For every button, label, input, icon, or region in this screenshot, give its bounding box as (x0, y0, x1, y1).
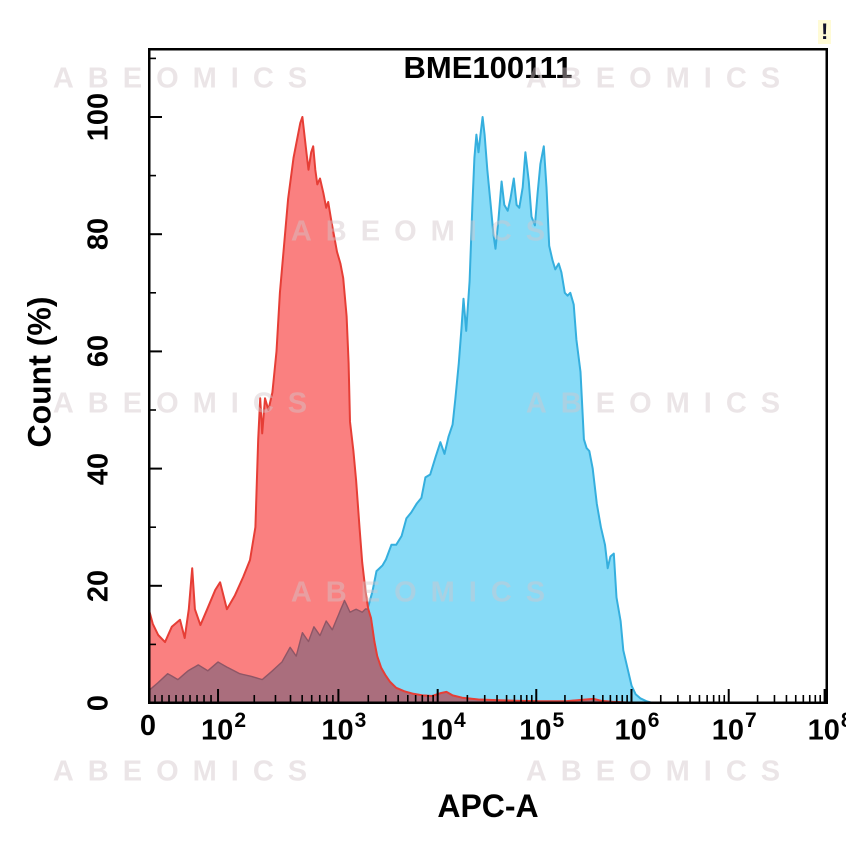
x-tick-label-106: 106 (614, 709, 660, 747)
y-tick-label-40: 40 (82, 452, 115, 485)
x-tick-label-0: 0 (139, 710, 157, 742)
y-tick-label-80: 80 (82, 218, 115, 251)
chart-title: BME100111 (403, 50, 573, 85)
x-tick-label-103: 103 (321, 709, 367, 747)
x-tick-label-108: 108 (807, 710, 846, 747)
y-axis-title: Count (%) (21, 296, 58, 448)
histogram-canvas (147, 48, 828, 704)
watermark-text: ABEOMICS (52, 755, 322, 788)
x-tick-label-104: 104 (420, 709, 466, 747)
y-tick-label-100: 100 (82, 92, 115, 142)
warning-exclamation-icon: ! (818, 19, 832, 45)
blue-histogram-fill (148, 117, 653, 703)
plot-area (147, 48, 828, 704)
x-axis-title: APC-A (437, 788, 539, 824)
overlap-fill (148, 600, 641, 703)
plot-border (148, 48, 828, 704)
x-tick-label-105: 105 (519, 709, 565, 747)
y-tick-label-60: 60 (82, 335, 115, 368)
x-tick-label-102: 102 (201, 709, 247, 747)
watermark-text: ABEOMICS (525, 755, 795, 788)
y-tick-label-0: 0 (82, 694, 115, 712)
y-tick-label-20: 20 (82, 569, 115, 602)
red-histogram-line (147, 116, 641, 704)
red-histogram-fill (148, 117, 641, 703)
x-tick-label-107: 107 (711, 709, 757, 747)
